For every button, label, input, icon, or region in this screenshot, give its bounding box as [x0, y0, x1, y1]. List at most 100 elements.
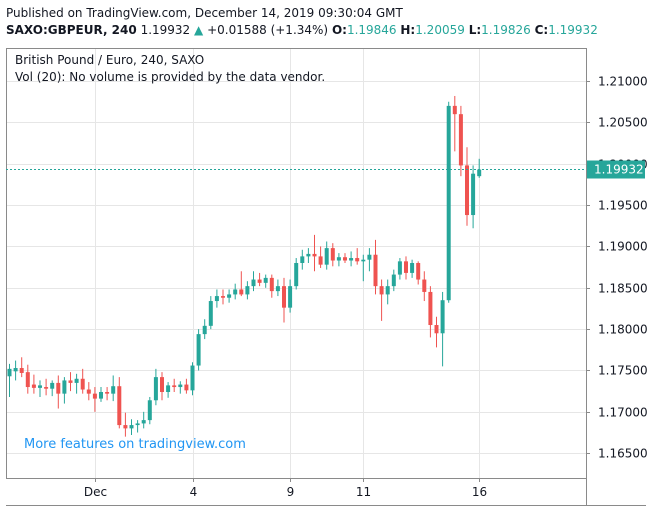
candle-body — [190, 365, 195, 391]
candle — [202, 319, 207, 340]
candle-body — [428, 291, 433, 326]
volume-note: Vol (20): No volume is provided by the d… — [15, 70, 325, 84]
low-value: 1.19826 — [481, 23, 531, 37]
candles — [7, 95, 482, 437]
y-tick-label: 1.16500 — [598, 447, 648, 461]
candle — [452, 95, 457, 152]
candle-body — [379, 286, 384, 295]
candle-body — [50, 382, 55, 389]
y-tick-label: 1.18000 — [598, 323, 648, 337]
candle — [129, 419, 134, 435]
candle — [306, 248, 311, 263]
candle — [245, 281, 250, 300]
candle-body — [68, 380, 73, 383]
candle — [92, 387, 97, 412]
candle-body — [300, 256, 305, 263]
high-value: 1.20059 — [415, 23, 465, 37]
candle — [62, 377, 67, 404]
candle — [214, 289, 219, 308]
candle — [233, 283, 238, 300]
candle-body — [471, 173, 476, 216]
y-tick-label: 1.19000 — [598, 240, 648, 254]
candle — [178, 381, 183, 394]
candle-body — [343, 257, 347, 261]
candle-body — [257, 279, 262, 283]
candle — [239, 271, 244, 297]
candle-body — [465, 165, 469, 216]
open-value: 1.19846 — [346, 23, 397, 37]
y-tick-label: 1.21000 — [598, 75, 648, 89]
candle — [190, 362, 195, 396]
candle — [208, 296, 213, 330]
candle-body — [294, 263, 299, 287]
y-tick-label: 1.18500 — [598, 282, 648, 296]
candle — [56, 375, 61, 409]
candle — [147, 396, 152, 425]
x-tick-label: 16 — [472, 485, 487, 499]
candle-body — [434, 325, 439, 334]
candle-body — [416, 263, 421, 280]
candle-body — [184, 384, 189, 391]
candle — [68, 372, 73, 392]
candle — [44, 378, 49, 396]
candle — [294, 258, 299, 290]
high-label: H: — [400, 23, 416, 37]
candle-body — [312, 253, 317, 257]
candle — [349, 251, 354, 267]
candle — [196, 329, 201, 371]
candle-body — [275, 286, 280, 292]
candle-body — [92, 393, 97, 399]
candle-body — [31, 384, 36, 388]
y-tick-label: 1.17500 — [598, 364, 648, 378]
candle-body — [221, 296, 225, 298]
current-price-badge — [587, 160, 645, 179]
candle — [440, 291, 445, 367]
candle — [117, 377, 122, 429]
candle — [7, 363, 12, 397]
candle — [86, 382, 91, 401]
candle-body — [80, 378, 85, 390]
published-line: Published on TradingView.com, December 1… — [6, 6, 403, 20]
candle — [31, 374, 36, 394]
candle — [300, 249, 305, 270]
candle — [312, 234, 317, 272]
candle-body — [214, 296, 219, 302]
candle — [282, 277, 286, 323]
candle-body — [135, 423, 140, 426]
candle-body — [282, 286, 286, 308]
candle-body — [25, 372, 30, 388]
ohlc-line: SAXO:GBPEUR, 240 1.19932 ▲ +0.01588 (+1.… — [6, 22, 598, 38]
candle-body — [373, 254, 378, 287]
candle-body — [44, 387, 49, 389]
candle — [141, 411, 146, 429]
candle — [263, 274, 268, 288]
candle — [404, 256, 408, 280]
candle-body — [349, 258, 354, 261]
candle-body — [422, 279, 427, 292]
y-tick-label: 1.17000 — [598, 406, 648, 420]
candle-body — [38, 385, 42, 388]
candle-body — [13, 368, 18, 372]
candle — [257, 272, 262, 287]
close-label: C: — [534, 23, 549, 37]
candle — [50, 380, 55, 397]
candle-body — [391, 274, 396, 287]
candle — [355, 248, 360, 265]
candle — [111, 375, 116, 402]
candle-body — [153, 377, 158, 401]
candle — [361, 254, 366, 282]
candle-body — [62, 380, 67, 394]
promo-link[interactable]: More features on tradingview.com — [24, 437, 246, 452]
y-tick-label: 1.19500 — [598, 199, 648, 213]
candle-body — [56, 382, 61, 394]
x-tick-label: Dec — [84, 485, 107, 499]
candle — [160, 372, 164, 401]
x-tick-label: 9 — [287, 485, 295, 499]
candle — [184, 378, 189, 394]
candle — [135, 420, 140, 433]
candle — [19, 357, 24, 378]
candle-body — [147, 400, 152, 421]
candle — [385, 279, 390, 305]
last-price: 1.19932 — [140, 23, 191, 37]
